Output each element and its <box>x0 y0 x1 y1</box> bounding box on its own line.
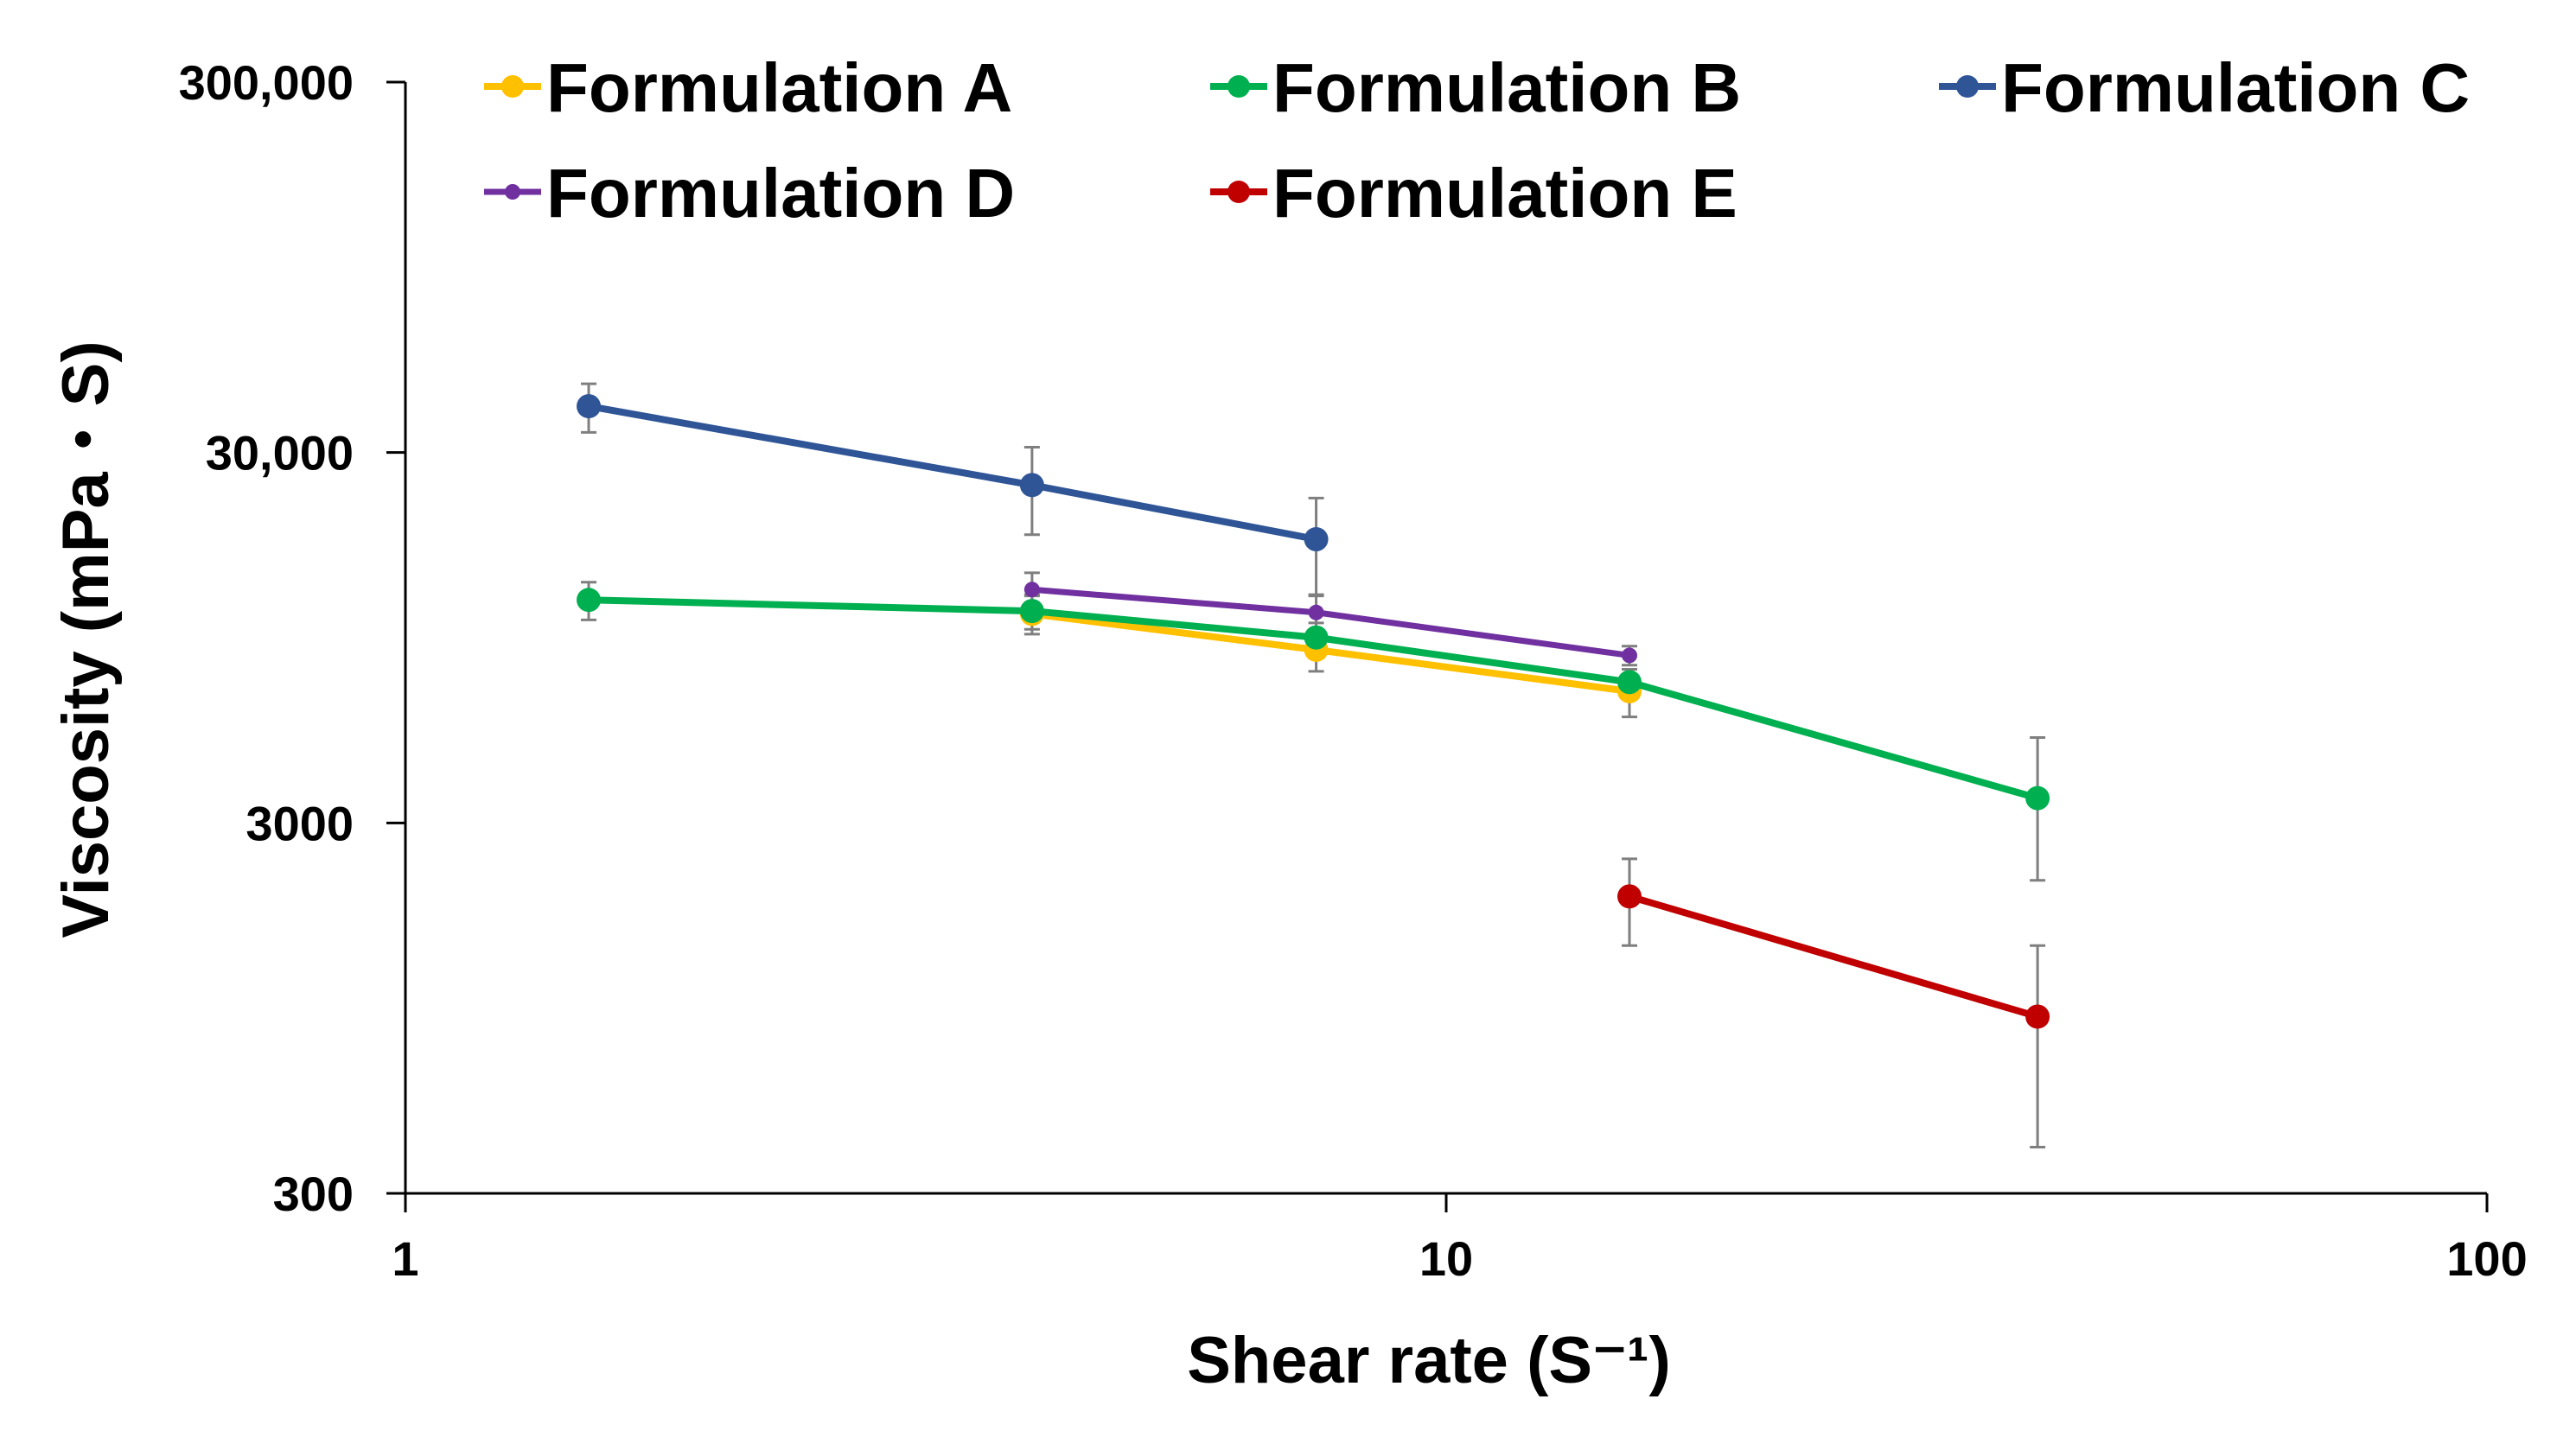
formulation-e-point <box>1617 884 1642 909</box>
y-tick-label: 300 <box>273 1167 354 1221</box>
legend-label-formulation-e: Formulation E <box>1272 155 1738 232</box>
formulation-a-line <box>1031 610 1630 695</box>
formulation-b-point <box>1304 625 1329 650</box>
y-tick-label: 30,000 <box>206 426 354 480</box>
axes: 300 3000 30,000 300,000 1 10 100 <box>179 55 2528 1286</box>
x-tick-label: 1 <box>392 1231 418 1286</box>
y-tick-label: 3000 <box>245 796 354 850</box>
formulation-b-point <box>1617 670 1642 695</box>
x-tick-label: 10 <box>1419 1231 1473 1286</box>
legend: Formulation A Formulation B Formulation C F… <box>484 49 2470 232</box>
x-axis-title: Shear rate (S⁻¹) <box>1187 1324 1671 1397</box>
legend-marker-formulation-a <box>501 75 524 98</box>
formulation-c-point <box>577 394 602 419</box>
series-layer <box>577 382 2050 1148</box>
legend-label-formulation-a: Formulation A <box>546 49 1012 126</box>
formulation-c-point <box>1019 473 1044 498</box>
formulation-e-line <box>1628 893 2039 1021</box>
formulation-d-point <box>1622 647 1638 664</box>
formulation-c-point <box>1304 527 1329 552</box>
formulation-b-point <box>577 588 602 613</box>
formulation-d-point <box>1308 604 1324 620</box>
y-tick-label: 300,000 <box>179 55 354 110</box>
legend-label-formulation-d: Formulation D <box>546 155 1015 232</box>
y-axis-title: Viscosity (mPa・S) <box>49 340 123 938</box>
legend-marker-formulation-c <box>1956 75 1979 98</box>
legend-label-formulation-c: Formulation C <box>2001 49 2470 126</box>
formulation-b-point <box>1019 599 1044 624</box>
legend-marker-formulation-e <box>1227 181 1250 203</box>
legend-label-formulation-b: Formulation B <box>1272 49 1741 126</box>
formulation-c-line <box>588 403 1317 543</box>
legend-marker-formulation-d <box>505 184 520 200</box>
formulation-d-point <box>1023 582 1040 598</box>
formulation-b-point <box>2025 785 2050 811</box>
x-tick-label: 100 <box>2446 1231 2527 1286</box>
formulation-e-point <box>2025 1004 2050 1029</box>
legend-marker-formulation-b <box>1227 75 1250 98</box>
